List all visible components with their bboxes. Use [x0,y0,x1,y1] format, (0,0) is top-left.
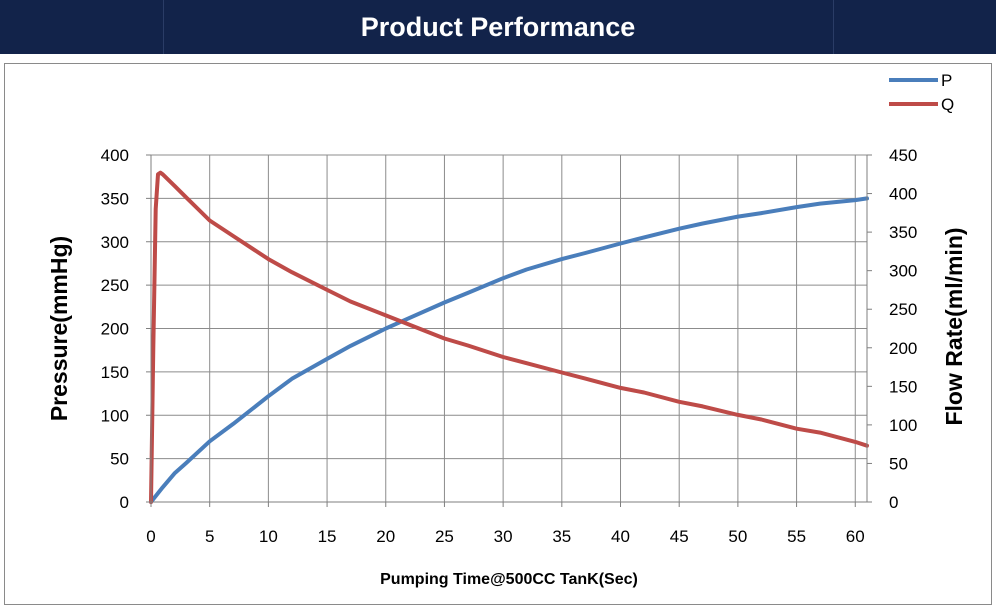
y2-tick-label: 100 [889,416,917,435]
y-tick-label: 0 [120,493,129,512]
y2-tick-label: 0 [889,493,898,512]
legend: PQ [889,71,954,114]
series-line-p [149,196,869,504]
series-layer [149,170,869,504]
legend-label-p: P [941,71,952,90]
x-tick-label: 5 [205,527,214,546]
x-axis-title: Pumping Time@500CC TanK(Sec) [380,571,638,588]
x-tick-label: 40 [611,527,630,546]
y-tick-label: 100 [101,406,129,425]
y-tick-label: 200 [101,320,129,339]
y-tick-label: 300 [101,233,129,252]
y2-tick-label: 200 [889,339,917,358]
legend-label-q: Q [941,95,954,114]
y2-axis-title: Flow Rate(ml/min) [941,227,967,425]
x-tick-label: 30 [494,527,513,546]
y-axis-title: Pressure(mmHg) [46,236,72,421]
banner-divider [833,0,834,54]
banner-divider [163,0,164,54]
y-tick-label: 250 [101,276,129,295]
page-title: Product Performance [360,11,636,42]
y2-tick-label: 150 [889,377,917,396]
x-tick-label: 35 [552,527,571,546]
y-tick-label: 50 [110,450,129,469]
x-tick-label: 45 [670,527,689,546]
x-tick-label: 0 [146,527,155,546]
grid [151,154,868,502]
x-tick-label: 50 [728,527,747,546]
y-tick-label: 350 [101,189,129,208]
y2-tick-label: 450 [889,146,917,165]
x-tick-label: 10 [259,527,278,546]
chart-frame [4,63,992,605]
y2-tick-label: 250 [889,300,917,319]
y-tick-label: 150 [101,363,129,382]
y2-tick-label: 300 [889,262,917,281]
y2-tick-label: 400 [889,185,917,204]
x-tick-label: 55 [787,527,806,546]
series-line-q [149,170,869,504]
x-tick-label: 15 [318,527,337,546]
header-banner: Product Performance [0,0,996,54]
y-tick-label: 400 [101,146,129,165]
x-tick-label: 20 [376,527,395,546]
x-tick-label: 60 [846,527,865,546]
y2-tick-label: 50 [889,454,908,473]
y2-tick-label: 350 [889,223,917,242]
x-tick-label: 25 [435,527,454,546]
axes: 0 5 10 15 20 25 30 35 40 45 50 55 60 0 50 100 150 200 250 3… [46,146,967,588]
